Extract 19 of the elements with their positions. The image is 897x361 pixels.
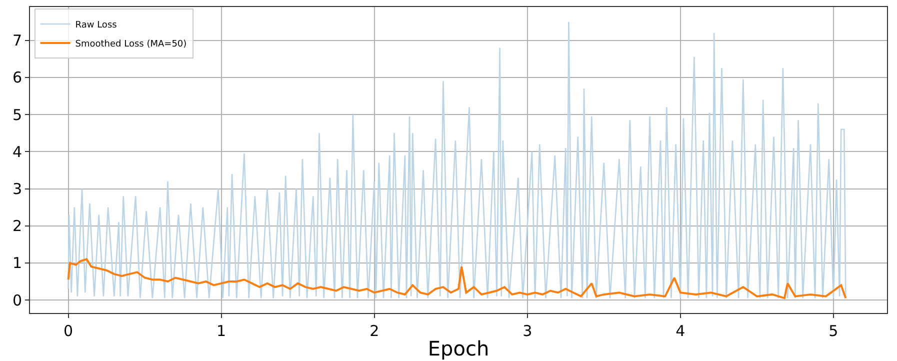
line-series bbox=[67, 258, 847, 300]
y-tick-label: 5 bbox=[12, 106, 22, 124]
legend-label: Smoothed Loss (MA=50) bbox=[75, 40, 187, 50]
y-tick-label: 1 bbox=[12, 254, 22, 272]
x-tick-label: 0 bbox=[63, 322, 74, 340]
x-tick-label: 5 bbox=[828, 322, 838, 340]
y-tick-label: 0 bbox=[12, 291, 22, 310]
legend-label: Raw Loss bbox=[75, 20, 118, 31]
x-tick-label: 3 bbox=[522, 322, 532, 340]
y-tick-label: 3 bbox=[12, 180, 22, 198]
x-tick-label: 4 bbox=[676, 322, 686, 340]
x-tick-label: 1 bbox=[216, 322, 226, 340]
y-tick-label: 2 bbox=[12, 217, 22, 236]
y-tick-label: 6 bbox=[12, 68, 22, 87]
y-tick-label: 4 bbox=[12, 142, 22, 161]
x-tick-label: 2 bbox=[370, 322, 380, 340]
x-axis-title: Epoch bbox=[428, 336, 490, 360]
y-tick-label: 7 bbox=[12, 32, 22, 50]
line-series bbox=[68, 21, 846, 299]
